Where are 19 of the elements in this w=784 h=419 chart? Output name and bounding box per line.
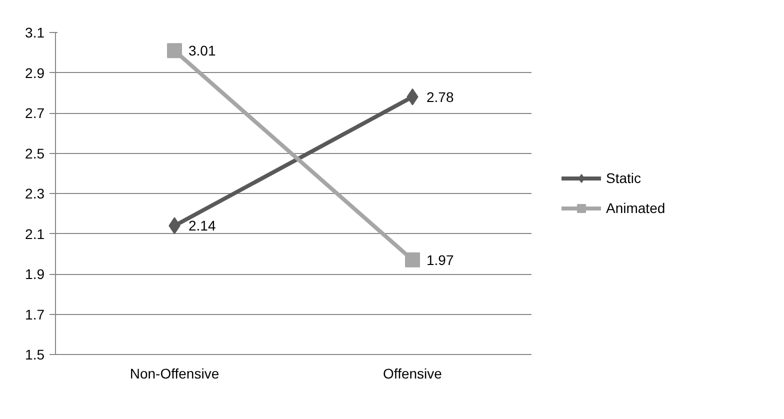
legend-label: Animated — [606, 200, 666, 216]
data-label: 3.01 — [188, 42, 216, 59]
y-tick-label: 1.7 — [25, 306, 45, 322]
y-tick-label: 1.9 — [25, 266, 45, 282]
y-tick-label: 2.3 — [25, 186, 45, 202]
y-tick-label: 2.7 — [25, 105, 45, 121]
point — [167, 43, 182, 58]
point — [405, 252, 420, 268]
data-label: 1.97 — [426, 252, 454, 268]
x-tick-label: Offensive — [383, 366, 442, 382]
x-tick-label: Non-Offensive — [130, 366, 220, 382]
y-tick-label: 3.1 — [25, 24, 45, 40]
y-tick-label: 2.5 — [25, 145, 45, 162]
y-tick-label: 1.5 — [25, 346, 45, 362]
y-tick-label: 2.9 — [25, 64, 45, 81]
legend-label: Static — [606, 170, 642, 186]
data-label: 2.14 — [188, 218, 216, 234]
y-tick-label: 2.1 — [25, 226, 45, 242]
data-label: 2.78 — [426, 88, 454, 105]
